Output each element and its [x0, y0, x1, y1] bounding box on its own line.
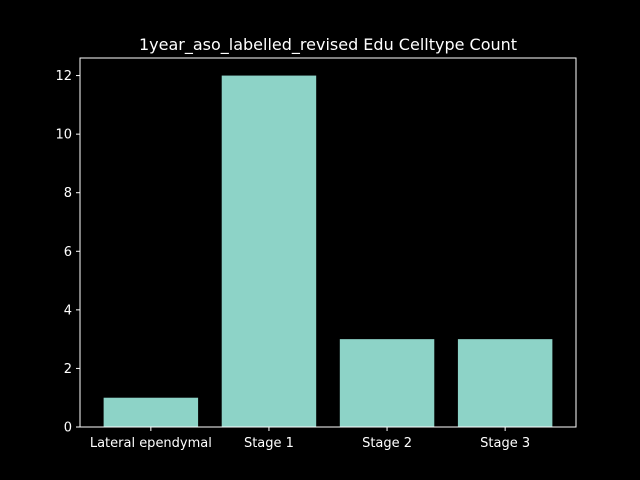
bar-lateral-ependymal: [103, 397, 199, 427]
bar-stage-2: [339, 339, 435, 427]
bar-stage-1: [221, 75, 317, 428]
x-tick-label: Stage 2: [362, 436, 412, 451]
y-tick-label: 6: [64, 245, 72, 260]
bar-stage-3: [457, 339, 553, 427]
chart-title: 1year_aso_labelled_revised Edu Celltype …: [139, 35, 517, 55]
y-axis: 0 2 4 6 8 10 12: [55, 69, 80, 436]
y-tick-label: 0: [64, 421, 72, 436]
y-tick-label: 4: [64, 303, 72, 318]
plot-frame: [79, 57, 577, 428]
x-tick-label: Stage 3: [480, 436, 530, 451]
y-tick-label: 8: [64, 186, 72, 201]
y-tick-label: 2: [64, 362, 72, 377]
x-axis: Lateral ependymal Stage 1 Stage 2 Stage 3: [90, 427, 530, 451]
x-tick-label: Stage 1: [244, 436, 294, 451]
bars-group: [103, 75, 553, 428]
y-tick-label: 12: [55, 69, 72, 84]
x-tick-label: Lateral ependymal: [90, 436, 212, 451]
y-tick-label: 10: [55, 128, 72, 143]
